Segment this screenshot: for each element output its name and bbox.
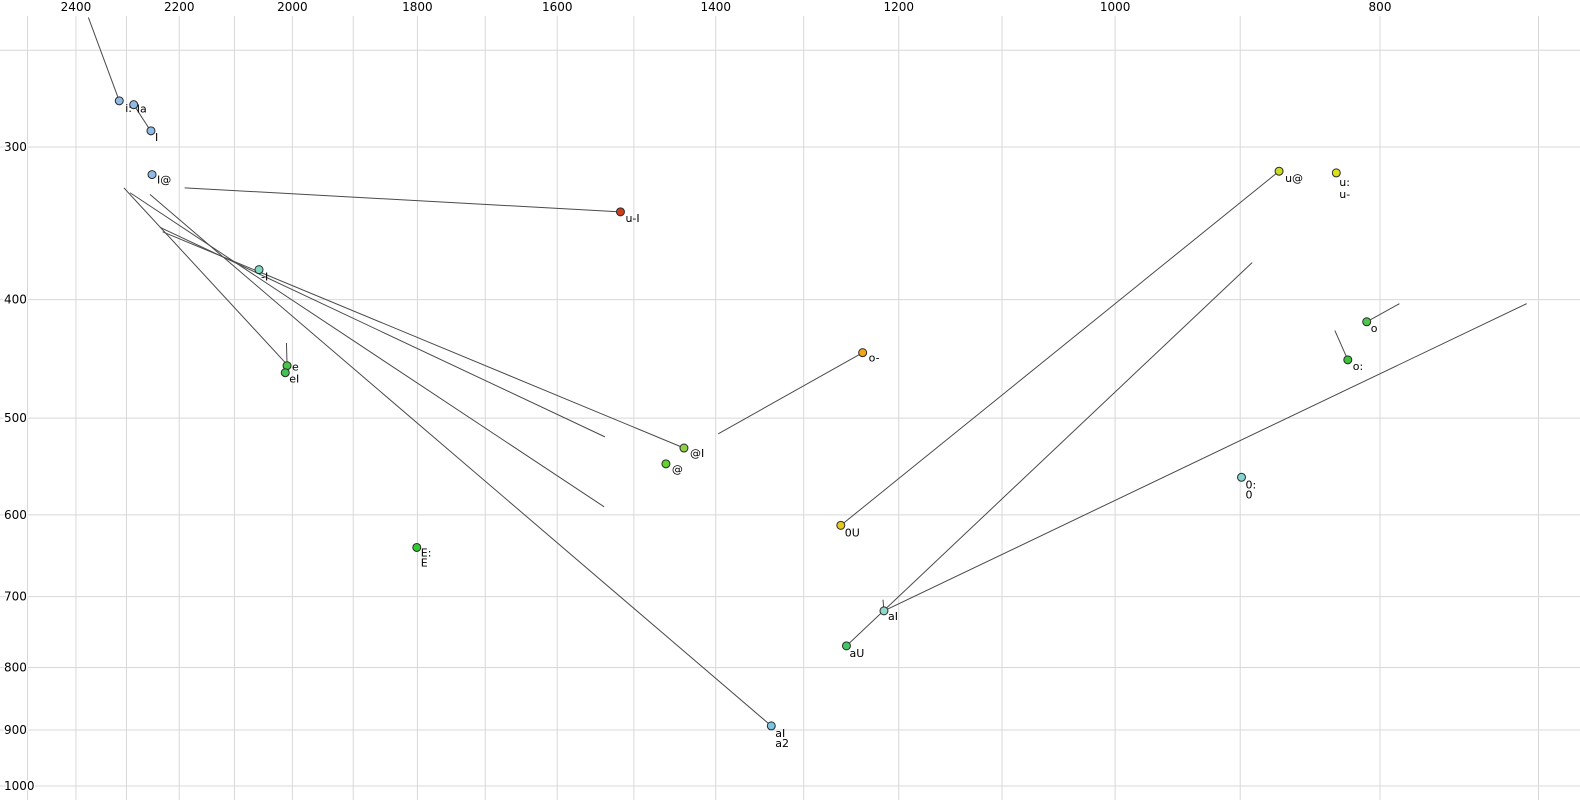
trajectory-line (149, 193, 772, 727)
trajectory-line (1366, 303, 1400, 323)
point-label: u: (1339, 176, 1350, 189)
trajectory-line (123, 187, 288, 365)
data-point (114, 96, 124, 106)
x-tick-label: 2400 (61, 0, 92, 14)
point-label: @I (690, 447, 704, 460)
point-label: i: (125, 102, 132, 115)
x-tick-label: 2000 (277, 0, 308, 14)
point-label: e (292, 361, 299, 374)
data-point (147, 170, 157, 180)
x-tick-label: 1200 (883, 0, 914, 14)
trajectory-line (87, 17, 120, 101)
data-point (129, 100, 139, 110)
y-tick-label: 700 (4, 590, 27, 604)
point-label: @ (672, 463, 683, 476)
trajectory-line (883, 303, 1527, 612)
point-label: o- (869, 352, 880, 365)
trajectory-line (184, 187, 621, 213)
data-point (1362, 317, 1372, 327)
data-point (412, 542, 422, 552)
y-tick-label: 500 (4, 411, 27, 425)
y-tick-label: 300 (4, 140, 27, 154)
point-label: 0U (845, 526, 860, 539)
point-label: u- (1339, 188, 1350, 201)
data-point (146, 126, 156, 136)
trajectory-line (718, 352, 863, 435)
trajectory-line (133, 104, 150, 130)
data-point (879, 606, 889, 616)
trajectory-line (1334, 330, 1349, 361)
trajectory-line (846, 262, 1253, 647)
point-label: u-I (625, 212, 639, 225)
data-point (841, 641, 851, 651)
data-point (766, 721, 776, 731)
point-label: 0: (1246, 478, 1257, 491)
point-label: u@ (1285, 172, 1303, 185)
point-label: Ia (137, 103, 147, 116)
point-label: eI (289, 373, 299, 386)
point-label: I (155, 131, 158, 144)
trajectory-line (840, 170, 1280, 526)
x-tick-label: 1400 (700, 0, 731, 14)
point-label: o (1371, 322, 1378, 335)
point-label: I@ (157, 174, 171, 187)
data-point (1343, 355, 1353, 365)
data-point (679, 443, 689, 453)
x-tick-label: 2200 (164, 0, 195, 14)
y-tick-label: 600 (4, 508, 27, 522)
data-point (280, 368, 290, 378)
y-tick-label: 1000 (4, 779, 35, 793)
point-label: E (421, 556, 428, 569)
point-label: o: (1353, 360, 1363, 373)
point-label: a2 (775, 737, 789, 750)
x-tick-label: 1800 (402, 0, 433, 14)
data-point (858, 348, 868, 358)
trajectory-line (285, 342, 288, 365)
data-point (661, 459, 671, 469)
y-tick-label: 400 (4, 293, 27, 307)
x-tick-label: 1600 (542, 0, 573, 14)
y-tick-label: 900 (4, 723, 27, 737)
data-point (1237, 472, 1247, 482)
point-label: aI (888, 610, 898, 623)
point-label: aI (775, 727, 785, 740)
x-tick-label: 800 (1369, 0, 1392, 14)
point-label: E: (421, 546, 432, 559)
data-point (1331, 168, 1341, 178)
point-label: aU (849, 647, 864, 660)
data-point (836, 520, 846, 530)
point-label: 0 (1246, 488, 1253, 501)
data-point (615, 207, 625, 217)
data-point (1274, 166, 1284, 176)
data-point (254, 265, 264, 275)
x-tick-label: 1000 (1100, 0, 1131, 14)
trajectory-line (162, 231, 685, 449)
y-tick-label: 800 (4, 661, 27, 675)
point-label: -I (261, 271, 268, 284)
